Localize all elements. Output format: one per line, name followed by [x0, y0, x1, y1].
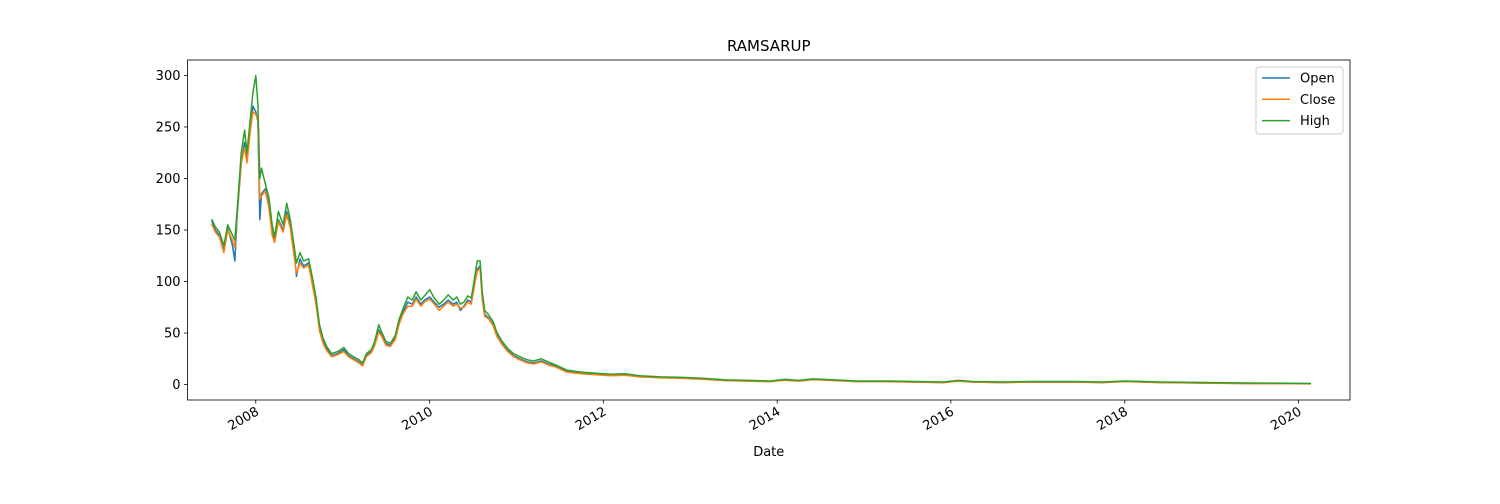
series-line-close: [211, 110, 1312, 385]
x-tick-label: 2014: [747, 404, 783, 434]
x-tick-label: 2008: [226, 404, 262, 434]
x-axis-label: Date: [753, 445, 784, 460]
plot-frame: [187, 59, 1351, 401]
x-tick-label: 2016: [921, 404, 957, 434]
y-tick-label: 250: [156, 120, 181, 135]
y-axis-ticks: 0 50 100 150 200 250 300: [156, 69, 188, 393]
y-tick-label: 200: [156, 172, 181, 187]
x-tick-label: 2012: [573, 404, 609, 434]
legend-label-open: Open: [1300, 72, 1335, 87]
y-tick-label: 100: [156, 275, 181, 290]
chart-title: RAMSARUP: [727, 37, 811, 55]
y-tick-label: 50: [164, 327, 181, 342]
y-tick-label: 0: [172, 378, 180, 393]
x-tick-label: 2020: [1268, 404, 1304, 434]
legend: Open Close High: [1255, 66, 1344, 135]
y-tick-label: 150: [156, 224, 181, 239]
plot-area: [187, 60, 1350, 400]
series-lines: [211, 74, 1312, 385]
legend-box: [1255, 66, 1344, 135]
series-line-high: [211, 74, 1312, 385]
x-axis-ticks: 2008 2010 2012 2014 2016 2018 2020: [226, 400, 1304, 434]
y-tick-label: 300: [156, 69, 181, 84]
x-tick-label: 2010: [399, 404, 435, 434]
legend-label-high: High: [1300, 114, 1330, 129]
legend-label-close: Close: [1300, 93, 1335, 108]
x-tick-label: 2018: [1095, 404, 1131, 434]
